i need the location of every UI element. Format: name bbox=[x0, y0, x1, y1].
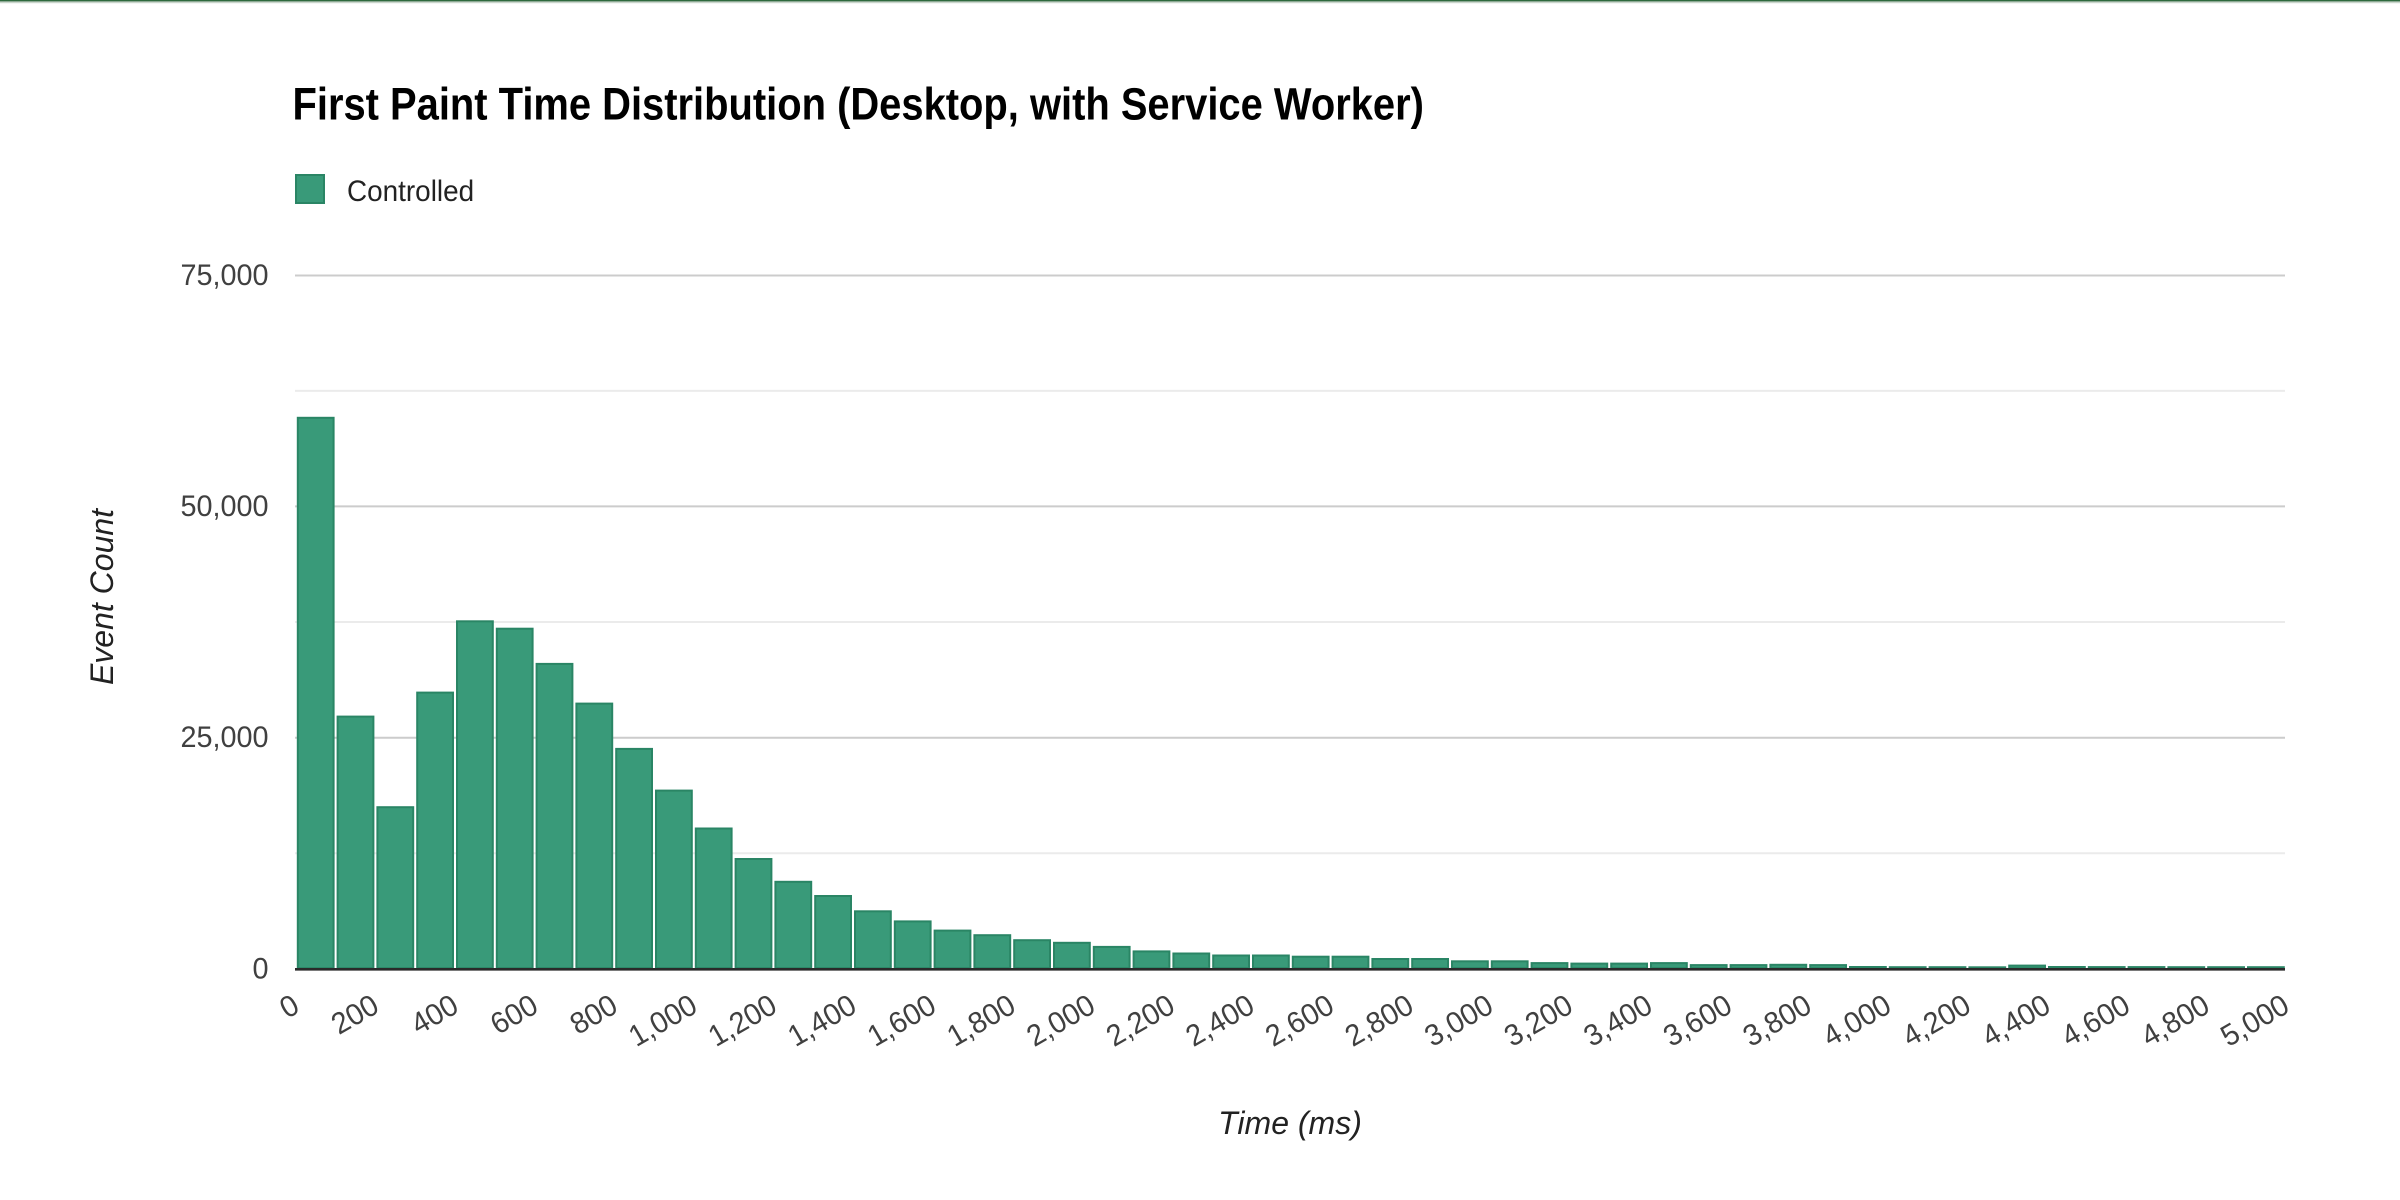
svg-text:Time (ms): Time (ms) bbox=[1218, 1105, 1362, 1141]
svg-text:50,000: 50,000 bbox=[180, 489, 268, 523]
svg-text:25,000: 25,000 bbox=[180, 721, 268, 755]
svg-text:First Paint Time Distribution: First Paint Time Distribution (Desktop, … bbox=[293, 79, 1424, 130]
svg-text:0: 0 bbox=[252, 952, 268, 986]
svg-text:Event Count: Event Count bbox=[84, 508, 120, 685]
svg-text:Controlled: Controlled bbox=[347, 175, 474, 208]
svg-text:75,000: 75,000 bbox=[180, 258, 268, 292]
